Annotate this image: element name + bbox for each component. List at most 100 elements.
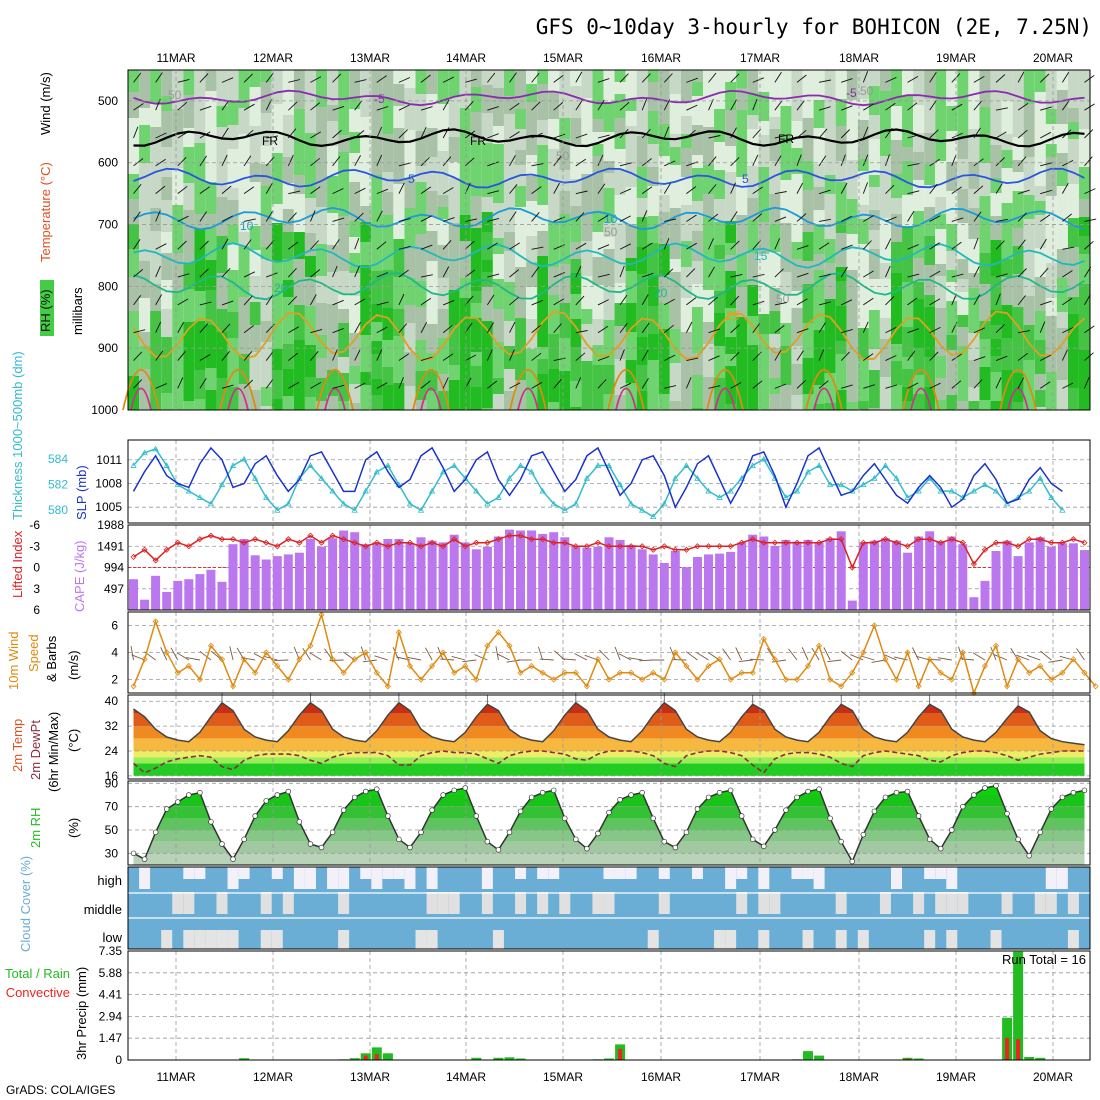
rh-shade — [614, 303, 626, 326]
rh-shade — [470, 196, 482, 228]
x-tick-label-top: 11MAR — [156, 51, 195, 65]
wind-barb — [553, 156, 562, 167]
rh-shade — [172, 168, 184, 205]
high-cloud-gap — [338, 867, 350, 889]
wind-barb — [597, 99, 605, 111]
rh-shade — [570, 242, 582, 259]
rh-shade — [382, 98, 394, 134]
x-tick-label-bottom: 17MAR — [740, 1070, 780, 1084]
wind-barb — [885, 355, 897, 361]
rh-shade — [393, 383, 405, 410]
thickness-line-point — [650, 513, 657, 520]
rh-shade — [503, 321, 515, 346]
rh-shade — [924, 164, 936, 185]
rh-shade — [371, 322, 383, 341]
rh-shade — [924, 295, 936, 307]
li-line-point — [185, 543, 192, 550]
rh-shade — [338, 216, 350, 240]
rh-shade — [669, 70, 681, 94]
wind-barb-10m — [170, 647, 179, 661]
wind-barb — [575, 190, 588, 195]
rh-shade — [515, 186, 527, 207]
rh-shade — [703, 82, 715, 113]
rh-shade — [515, 207, 527, 232]
cape-bar — [416, 537, 426, 610]
rh-shade — [271, 223, 283, 261]
rh-shade — [780, 272, 792, 294]
rh-shade — [824, 239, 836, 263]
rh-shade — [769, 252, 781, 288]
wind-barb — [1084, 240, 1094, 250]
rh-shade — [349, 253, 361, 273]
wind-barb — [619, 73, 629, 83]
cape-tick-label: 1491 — [97, 539, 124, 553]
wind-speed-line-point — [417, 676, 425, 683]
rh-shade — [979, 367, 991, 400]
wind-barb — [420, 156, 430, 167]
wind-barb — [597, 214, 609, 222]
rh-shade — [968, 333, 980, 360]
wind-barb — [730, 127, 737, 139]
wind-speed-line-point — [1081, 669, 1088, 676]
li-line-point — [229, 536, 237, 543]
wind-barb — [752, 98, 758, 111]
wind-barb — [796, 213, 807, 222]
rh-shade — [680, 205, 692, 228]
rh-line-point — [705, 794, 712, 801]
wind-barb — [929, 270, 941, 278]
rh-shade — [327, 304, 339, 327]
wind-barb-10m — [911, 647, 920, 661]
temperature-contour — [133, 128, 1085, 148]
wind-barb — [862, 71, 869, 83]
rh-shade — [150, 311, 162, 340]
wind-barb — [398, 218, 411, 222]
rh-shade — [669, 259, 681, 272]
cape-bar — [1013, 556, 1023, 610]
wind-barb — [354, 265, 360, 278]
rh-shade — [946, 162, 958, 191]
rh-shade — [349, 403, 361, 410]
thickness-line-point — [738, 474, 745, 481]
li-line-point — [904, 543, 911, 550]
rh-shade — [437, 104, 449, 120]
wind-barb — [752, 273, 765, 278]
rh-shade — [614, 82, 626, 94]
rh-line-point — [1004, 810, 1010, 817]
rh-shade — [537, 231, 549, 256]
rh-shade — [1056, 90, 1068, 124]
thickness-line-point — [948, 487, 955, 494]
rh-shade — [448, 137, 460, 162]
wind-speed-line-point — [904, 649, 911, 656]
high-cloud-gap — [515, 867, 527, 879]
middle-cloud-gap — [1067, 892, 1079, 914]
rh-shade — [470, 303, 482, 318]
rh-shade — [437, 151, 449, 172]
rh-shade — [559, 118, 571, 139]
rh-line-point — [628, 792, 634, 798]
rh-shade — [1001, 191, 1013, 203]
rh-shade — [1034, 340, 1046, 374]
rh-shade — [1034, 277, 1046, 311]
rh-shade — [592, 211, 604, 232]
rh-line-point — [860, 831, 867, 838]
rh-shade — [1034, 374, 1046, 390]
rh-shade — [293, 395, 305, 410]
rh-shade — [150, 231, 162, 263]
rh-shade — [592, 197, 604, 211]
thickness-line-point — [285, 500, 292, 507]
rh-shade — [470, 352, 482, 366]
rh-shade — [382, 308, 394, 340]
rh-shade — [249, 87, 261, 126]
wind-barb — [420, 297, 432, 306]
wind-barb — [619, 382, 632, 389]
rh-shade — [902, 269, 914, 282]
wind-barb — [973, 76, 985, 83]
rh-shade — [581, 324, 593, 361]
rh-shade — [426, 231, 438, 261]
li-line-point — [661, 543, 668, 550]
rh-shade — [979, 321, 991, 339]
li-line-point — [782, 539, 789, 546]
pressure-tick-label: 1000 — [91, 403, 118, 417]
wind-barb — [487, 242, 498, 250]
wind-barb — [597, 183, 606, 194]
